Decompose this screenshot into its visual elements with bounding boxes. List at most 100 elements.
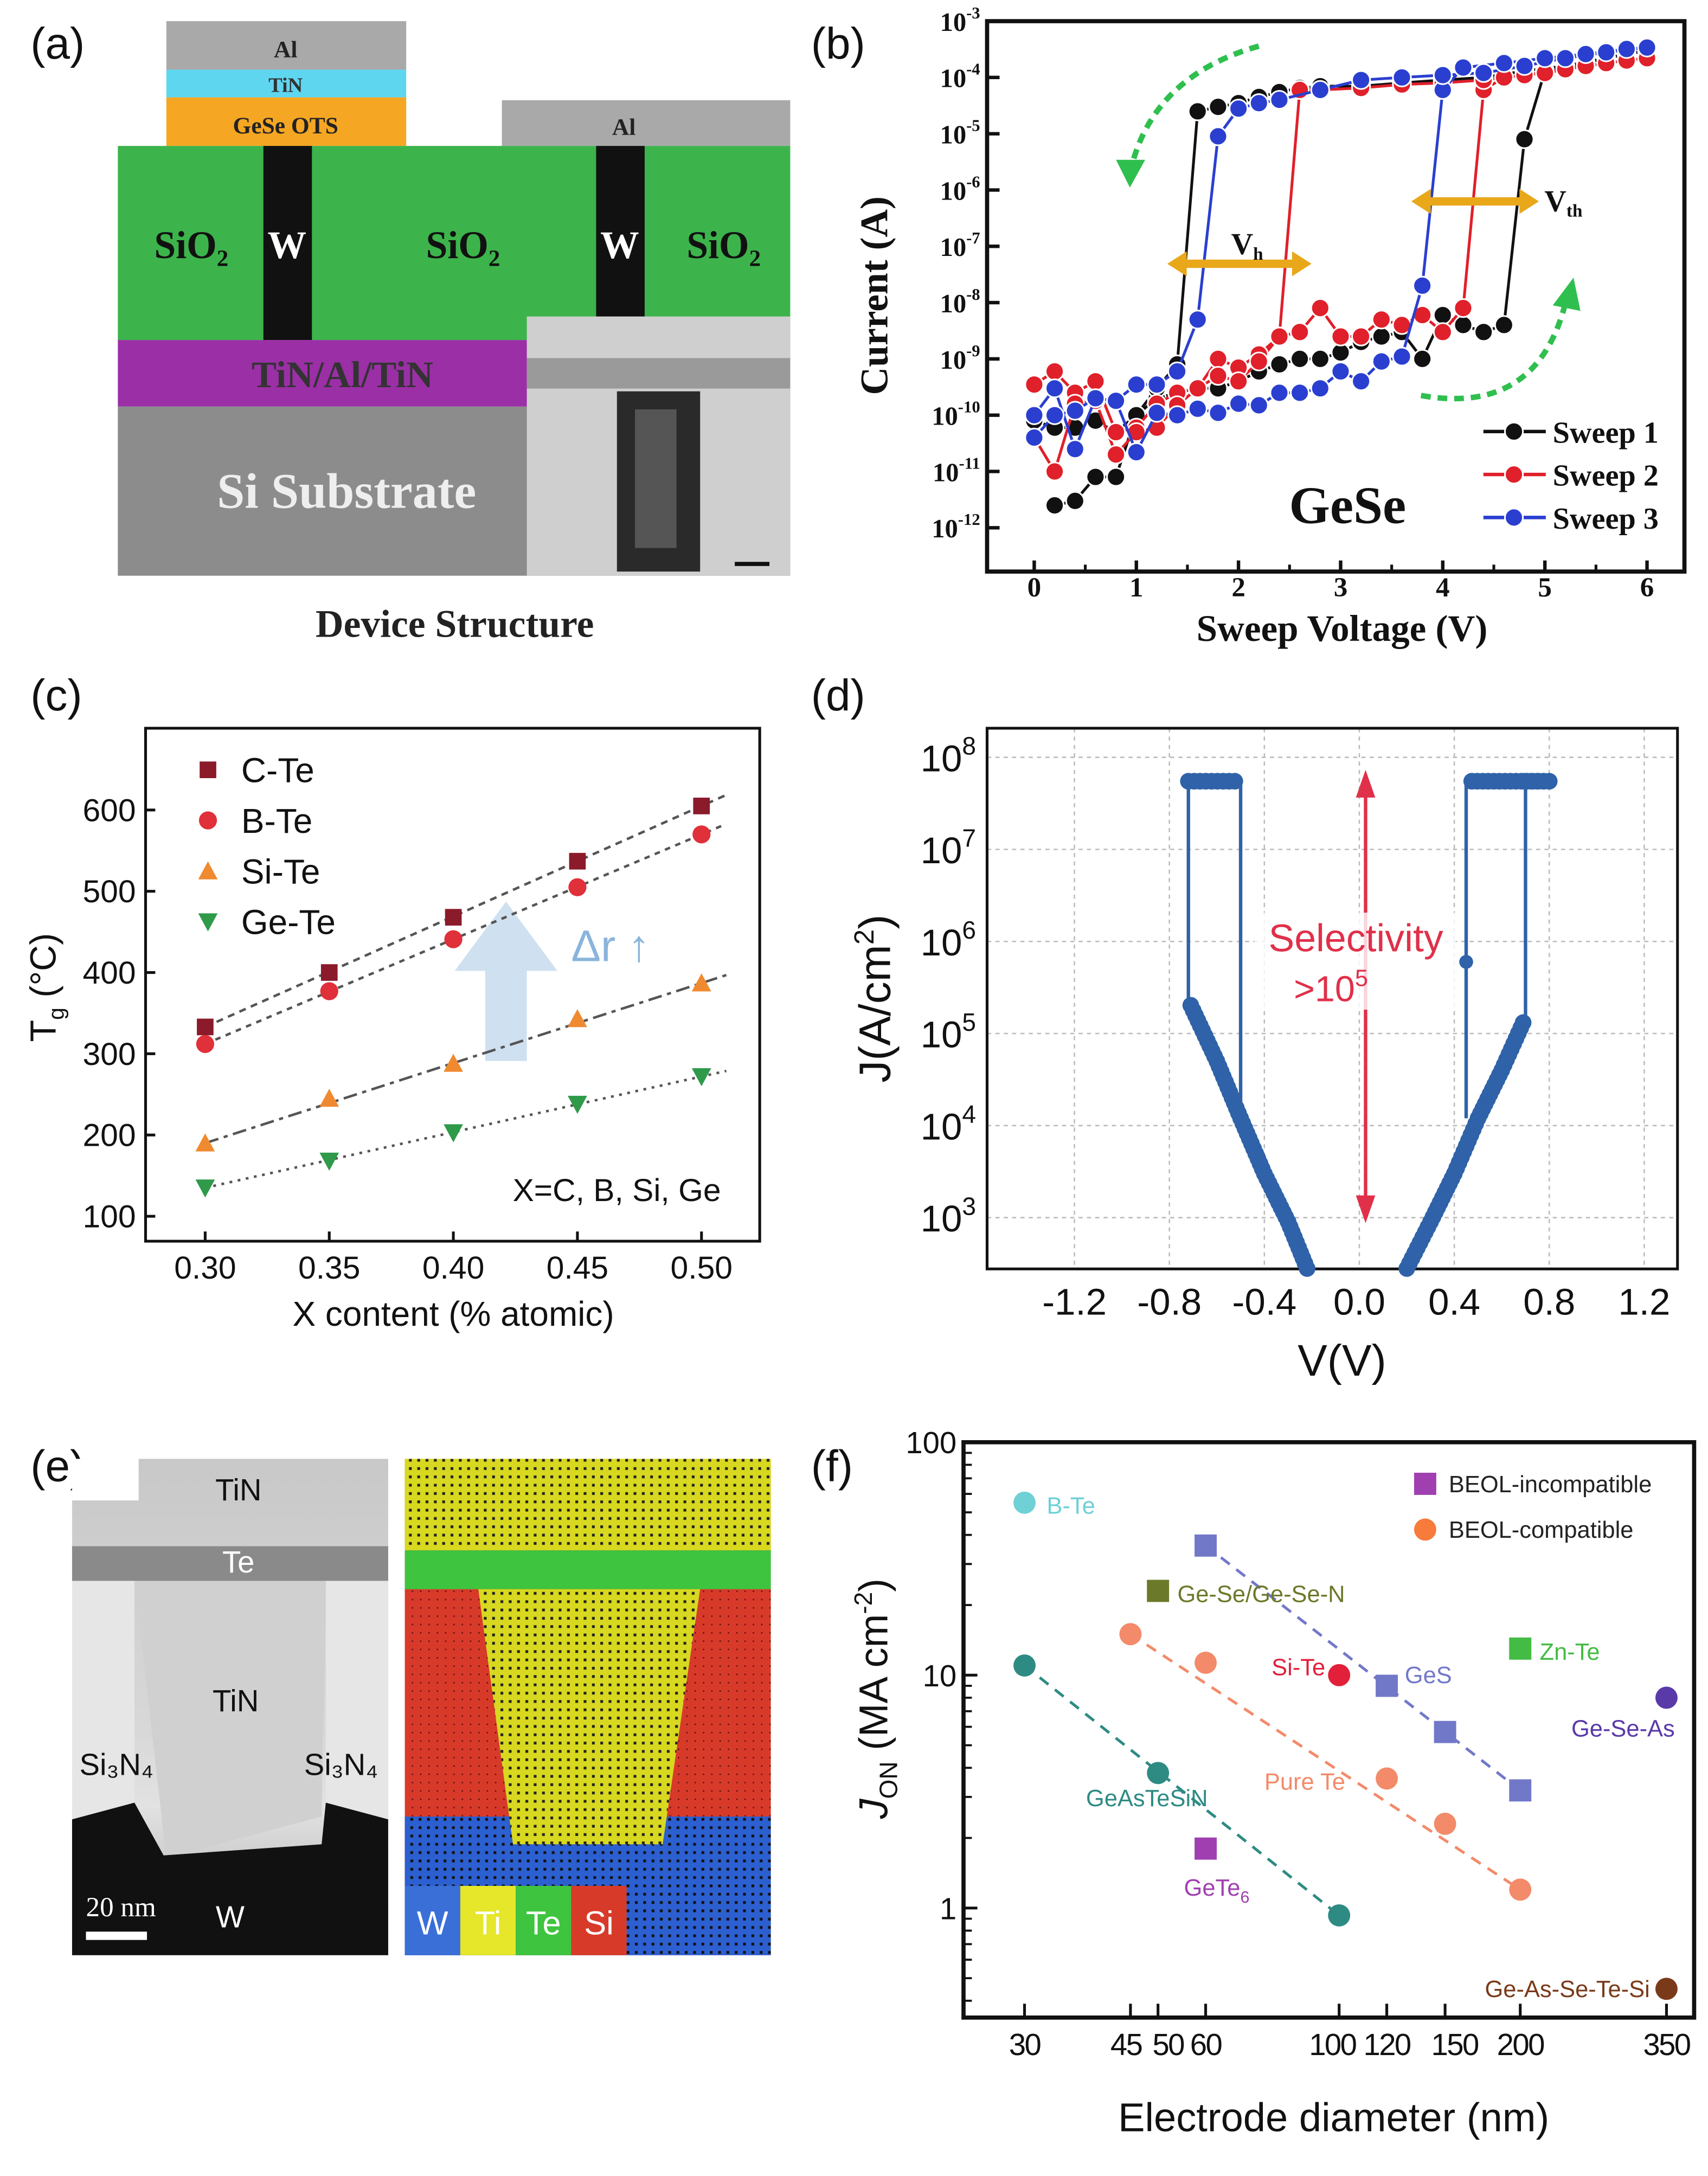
data-point-sweep-1 — [1086, 467, 1106, 487]
legend-marker — [1414, 1518, 1436, 1541]
legend-label: Sweep 3 — [1553, 502, 1659, 536]
data-point-sweep-3 — [1514, 56, 1534, 76]
data-point-sweep-1 — [1412, 349, 1433, 369]
data-point-sweep-3 — [1310, 80, 1330, 100]
series-line-1 — [1033, 49, 1648, 507]
panel-letter-f: (f) — [811, 1441, 853, 1491]
eds-legend-label: Te — [526, 1904, 561, 1942]
data-point-sweep-1 — [1453, 315, 1473, 335]
data-point-sweep-3 — [1044, 405, 1065, 425]
x-axis-label: X content (% atomic) — [293, 1294, 614, 1333]
chart-d-jv: -1.2 -0.8 -0.4 0.0 0.4 0.8 1.2 103 104 105 106 107 1… — [849, 727, 1679, 1385]
delta-r-arrow — [454, 901, 557, 1061]
data-point-c-te — [569, 852, 586, 870]
plot-frame — [985, 19, 1687, 574]
scale-bar — [86, 1931, 147, 1940]
data-point-geastesin — [1013, 1654, 1036, 1677]
data-point-sweep-3 — [1167, 361, 1187, 382]
legend-label: Sweep 1 — [1553, 416, 1659, 450]
chart-c-tg-vs-content: 0.30 0.35 0.40 0.45 0.50 100 200 300 400 500 600 X … — [23, 727, 761, 1333]
y-tick-label: 104 — [921, 1100, 976, 1148]
data-point-sweep-3 — [1249, 93, 1269, 113]
tin-label: TiN — [268, 74, 303, 97]
series-label: Zn-Te — [1540, 1639, 1600, 1665]
legend-marker — [198, 811, 217, 830]
data-point-sweep-2 — [1086, 371, 1106, 391]
y-tick-label: 1 — [940, 1891, 956, 1925]
data-point-sweep-2 — [1351, 326, 1371, 346]
data-point-sweep-3 — [1208, 403, 1228, 423]
x-tick-label: 6 — [1640, 572, 1654, 603]
tin-plug-region — [134, 1581, 326, 1858]
x-tick-label: 100 — [1309, 2027, 1356, 2062]
data-point-sweep-3 — [1208, 126, 1228, 146]
x-tick-label: 0.0 — [1333, 1281, 1385, 1323]
tem-label-tin-mid: TiN — [213, 1684, 259, 1718]
data-point-ge-as-se-te-si — [1655, 1978, 1678, 2000]
data-point-sweep-1 — [1106, 467, 1126, 487]
data-point-sweep-3 — [1269, 383, 1289, 403]
selectivity-label: Selectivity — [1268, 917, 1443, 960]
series-line-2 — [1033, 56, 1647, 475]
plot-frame — [961, 1440, 1697, 2020]
series-label: GeAsTeSiN — [1086, 1786, 1208, 1812]
data-point-sweep-3 — [1086, 388, 1106, 408]
fit-line — [204, 793, 727, 1029]
tem-label-w: W — [216, 1900, 245, 1934]
data-point-sweep-3 — [1392, 346, 1412, 367]
arrow-head — [1552, 278, 1581, 311]
vh-label: Vh — [1231, 228, 1263, 264]
y-tick-label: 100 — [906, 1426, 956, 1460]
x-tick-label: 0.35 — [298, 1250, 360, 1286]
data-point-sweep-2 — [1433, 322, 1453, 342]
x-tick-label: 0.45 — [547, 1250, 608, 1286]
data-point-sweep-2 — [1187, 378, 1208, 399]
data-point-ges — [1434, 1721, 1456, 1743]
y-tick-label: 10-9 — [940, 342, 980, 375]
data-point — [1182, 997, 1199, 1014]
data-point-sweep-3 — [1331, 361, 1351, 382]
data-point-sweep-2 — [1106, 445, 1126, 465]
tem-images: TiN Te TiN Si₃N₄ Si₃N₄ 20 nm W W Ti Te Si — [72, 1459, 771, 1955]
x-tick-label: 0.4 — [1428, 1281, 1480, 1323]
tin-layer — [166, 69, 407, 98]
y-tick-label: 200 — [82, 1118, 136, 1153]
al-top-label: Al — [274, 37, 297, 63]
y-tick-label: 107 — [921, 824, 976, 871]
material-label: GeSe — [1289, 477, 1406, 535]
data-point-sweep-3 — [1351, 371, 1371, 391]
sio2-label-2: SiO₂ — [426, 224, 500, 267]
al-right-layer — [502, 100, 791, 146]
x-tick-label: -0.4 — [1232, 1281, 1296, 1323]
sio2-layer — [118, 146, 791, 341]
data-point-si-te — [1328, 1664, 1351, 1686]
data-point-sweep-3 — [1228, 99, 1249, 119]
w-label-2: W — [600, 224, 639, 267]
x-tick-label: 50 — [1152, 2027, 1184, 2062]
x-tick-label: 5 — [1538, 572, 1552, 603]
fit-line — [1023, 1664, 1340, 1917]
x-tick-label: 30 — [1009, 2027, 1041, 2062]
data-point-sweep-1 — [1474, 322, 1494, 342]
eds-legend: W Ti Te Si — [404, 1885, 627, 1955]
data-point-c-te — [197, 1018, 214, 1036]
plot-frame — [144, 727, 761, 1243]
x-tick-label: 0.50 — [671, 1250, 733, 1286]
x-axis-label: V(V) — [1298, 1336, 1386, 1385]
y-tick-label: 106 — [921, 916, 976, 964]
y-tick-label: 10-7 — [940, 229, 980, 262]
data-point-si-te — [195, 1133, 215, 1152]
data-point-b-te — [444, 930, 463, 948]
w-plug-right — [596, 146, 645, 341]
data-point-sweep-1 — [1433, 305, 1453, 325]
eds-legend-label: W — [417, 1904, 448, 1942]
data-point-sweep-3 — [1616, 39, 1637, 59]
eds-map — [404, 1459, 771, 1955]
sio2-label-3: SiO₂ — [686, 224, 761, 267]
data-point-sweep-1 — [1310, 349, 1330, 369]
eds-legend-swatch — [460, 1885, 516, 1955]
data-point-sweep-3 — [1167, 405, 1187, 425]
y-axis-label: Current (A) — [853, 196, 896, 395]
device-structure-diagram: Al TiN GeSe OTS Al SiO₂ W SiO₂ W SiO₂ Ti… — [118, 21, 791, 645]
data-point-ges — [1376, 1674, 1398, 1697]
